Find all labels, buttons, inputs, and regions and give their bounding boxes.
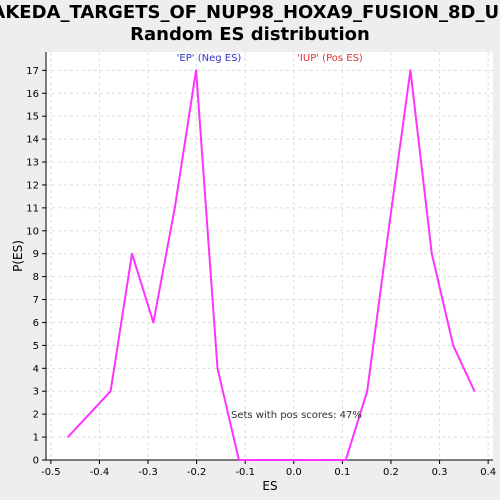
es-data-point — [67, 436, 69, 438]
x-tick-label: -0.2 — [187, 467, 207, 478]
y-tick-label: 15 — [26, 112, 39, 123]
x-tick-label: -0.5 — [41, 467, 61, 478]
y-tick-label: 3 — [33, 387, 39, 398]
es-data-point — [216, 367, 219, 369]
es-data-point — [473, 390, 476, 392]
x-tick-label: 0.0 — [286, 467, 302, 478]
x-tick-label: 0.1 — [334, 467, 350, 478]
es-data-point — [366, 390, 368, 392]
es-data-point — [195, 69, 197, 71]
x-tick-label: 0.3 — [432, 467, 448, 478]
y-tick-label: 7 — [33, 295, 39, 306]
x-tick-label: -0.1 — [235, 467, 255, 478]
y-tick-label: 6 — [33, 318, 39, 329]
y-axis-label: P(ES) — [11, 240, 25, 272]
y-tick-label: 8 — [33, 272, 39, 283]
es-data-point — [345, 459, 347, 461]
tick-marks — [42, 69, 489, 464]
es-data-point — [387, 230, 390, 232]
x-tick-label: -0.3 — [138, 467, 158, 478]
x-tick-labels: -0.5 -0.4 -0.3 -0.2 -0.1 0.0 0.1 0.2 0.3 0.4 — [41, 467, 496, 478]
es-data-point — [452, 344, 454, 346]
y-tick-label: 16 — [26, 89, 39, 100]
x-tick-label: 0.2 — [383, 467, 399, 478]
y-tick-label: 0 — [33, 456, 39, 467]
es-data-point — [131, 253, 133, 255]
es-data-point — [238, 459, 240, 461]
es-data-point — [281, 459, 283, 461]
chart-subtitle: Random ES distribution — [130, 24, 370, 45]
es-data-point — [259, 459, 261, 461]
es-data-point — [409, 69, 412, 71]
legend-pos-es: 'IUP' (Pos ES) — [297, 53, 363, 64]
x-tick-label: -0.4 — [90, 467, 110, 478]
y-tick-label: 10 — [26, 226, 39, 237]
es-data-point — [152, 321, 154, 324]
y-tick-label: 11 — [26, 203, 39, 214]
pos-scores-annotation: Sets with pos scores: 47% — [231, 410, 362, 421]
y-tick-label: 1 — [33, 433, 39, 444]
legend-neg-es: 'EP' (Neg ES) — [177, 53, 242, 64]
y-tick-label: 5 — [33, 341, 39, 352]
y-tick-label: 17 — [26, 66, 39, 77]
y-tick-label: 9 — [33, 249, 39, 260]
es-data-point — [110, 390, 112, 392]
series-layer — [67, 69, 476, 461]
y-tick-label: 14 — [26, 135, 39, 146]
es-data-point — [431, 253, 433, 255]
chart-title: TAKEDA_TARGETS_OF_NUP98_HOXA9_FUSION_8D_… — [0, 2, 500, 23]
plot-area — [46, 52, 493, 460]
es-data-point — [323, 459, 326, 461]
y-tick-label: 2 — [33, 410, 39, 421]
y-tick-label: 4 — [33, 364, 39, 375]
x-axis-label: ES — [262, 479, 277, 493]
x-tick-label: 0.4 — [480, 467, 496, 478]
es-data-point — [174, 207, 176, 209]
y-tick-label: 12 — [26, 180, 39, 191]
y-tick-label: 13 — [26, 158, 39, 169]
es-data-point — [302, 459, 304, 461]
